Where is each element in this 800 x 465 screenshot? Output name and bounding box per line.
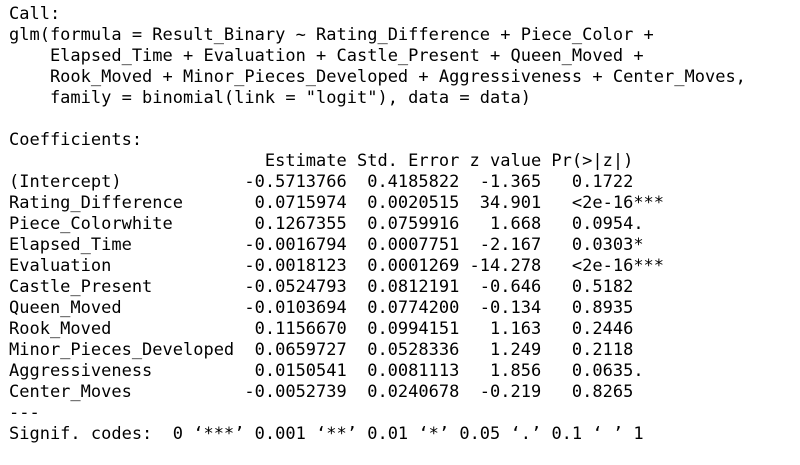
call-formula-line: Rook_Moved + Minor_Pieces_Developed + Ag… bbox=[49, 67, 746, 87]
coef-term: Piece_Colorwhite bbox=[9, 214, 173, 234]
coef-p-value: 0.0635 bbox=[571, 361, 634, 381]
coef-p-value: <2e-16 bbox=[571, 256, 634, 276]
coef-signif-code: * bbox=[633, 235, 644, 255]
coef-p-value: 0.2118 bbox=[571, 340, 634, 360]
coef-signif-code: . bbox=[633, 361, 644, 381]
coef-term: Aggressiveness bbox=[9, 361, 153, 381]
coef-z-value: 1.856 bbox=[490, 361, 542, 381]
coef-estimate: -0.0103694 bbox=[244, 298, 347, 318]
table-row: (Intercept) -0.5713766 0.4185822 -1.365 … bbox=[9, 172, 674, 193]
coef-std-error: 0.0081113 bbox=[367, 361, 460, 381]
coef-signif-code: . bbox=[633, 214, 644, 234]
coef-term: Rating_Difference bbox=[9, 193, 183, 213]
call-formula-line: glm(formula = Result_Binary ~ Rating_Dif… bbox=[9, 25, 654, 45]
coef-signif-code bbox=[633, 340, 674, 361]
coef-p-value: 0.2446 bbox=[571, 319, 634, 339]
coef-z-value: 34.901 bbox=[479, 193, 542, 213]
coef-term: Evaluation bbox=[9, 256, 112, 276]
col-header-std-error: Std. Error bbox=[356, 151, 460, 171]
coef-std-error: 0.0240678 bbox=[367, 382, 460, 402]
coef-estimate: -0.0524793 bbox=[244, 277, 347, 297]
call-section: Call: glm(formula = Result_Binary ~ Rati… bbox=[9, 4, 800, 109]
coef-term: Queen_Moved bbox=[9, 298, 122, 318]
coef-signif-code bbox=[633, 172, 674, 193]
coefficients-table: Estimate Std. Error z value Pr(>|z|) (In… bbox=[9, 151, 674, 403]
coef-estimate: -0.0052739 bbox=[244, 382, 347, 402]
coef-z-value: -14.278 bbox=[469, 256, 542, 276]
coef-z-value: -0.219 bbox=[479, 382, 542, 402]
call-label: Call: bbox=[9, 4, 61, 24]
coef-estimate: -0.0016794 bbox=[244, 235, 347, 255]
coef-p-value: 0.5182 bbox=[571, 277, 634, 297]
coef-std-error: 0.4185822 bbox=[367, 172, 460, 192]
table-row: Elapsed_Time -0.0016794 0.0007751 -2.167… bbox=[9, 235, 674, 256]
coef-std-error: 0.0528336 bbox=[367, 340, 460, 360]
coef-z-value: -0.134 bbox=[479, 298, 542, 318]
coef-estimate: 0.1267355 bbox=[254, 214, 347, 234]
coefficients-section: Coefficients: Estimate Std. Error z valu… bbox=[9, 130, 800, 403]
coef-z-value: 1.249 bbox=[490, 340, 542, 360]
coef-term: Minor_Pieces_Developed bbox=[9, 340, 235, 360]
coef-signif-code bbox=[633, 319, 674, 340]
coef-estimate: 0.0659727 bbox=[254, 340, 347, 360]
coef-signif-code bbox=[633, 298, 674, 319]
coefficients-label: Coefficients: bbox=[9, 130, 143, 150]
coef-std-error: 0.0812191 bbox=[367, 277, 460, 297]
signif-codes-legend: Signif. codes: 0 ‘***’ 0.001 ‘**’ 0.01 ‘… bbox=[9, 424, 644, 444]
coef-z-value: -2.167 bbox=[479, 235, 542, 255]
coef-std-error: 0.0759916 bbox=[367, 214, 460, 234]
call-formula-line: Elapsed_Time + Evaluation + Castle_Prese… bbox=[49, 46, 644, 66]
table-row: Rating_Difference 0.0715974 0.0020515 34… bbox=[9, 193, 674, 214]
coef-z-value: 1.163 bbox=[490, 319, 542, 339]
coef-std-error: 0.0994151 bbox=[367, 319, 460, 339]
coef-std-error: 0.0774200 bbox=[367, 298, 460, 318]
coef-estimate: -0.5713766 bbox=[244, 172, 347, 192]
separator: --- bbox=[9, 403, 40, 423]
col-header-term bbox=[9, 151, 234, 172]
coef-term: Rook_Moved bbox=[9, 319, 112, 339]
coef-estimate: -0.0018123 bbox=[244, 256, 347, 276]
coef-z-value: -1.365 bbox=[479, 172, 542, 192]
table-row: Center_Moves -0.0052739 0.0240678 -0.219… bbox=[9, 382, 674, 403]
table-row: Castle_Present -0.0524793 0.0812191 -0.6… bbox=[9, 277, 674, 298]
coef-signif-code: *** bbox=[633, 256, 665, 276]
col-header-z-value: z value bbox=[469, 151, 542, 171]
table-row: Rook_Moved 0.1156670 0.0994151 1.163 0.2… bbox=[9, 319, 674, 340]
coef-std-error: 0.0007751 bbox=[367, 235, 460, 255]
coef-std-error: 0.0001269 bbox=[367, 256, 460, 276]
table-row: Aggressiveness 0.0150541 0.0081113 1.856… bbox=[9, 361, 674, 382]
coef-std-error: 0.0020515 bbox=[367, 193, 460, 213]
blank-line bbox=[9, 109, 800, 130]
col-header-signif bbox=[633, 151, 674, 172]
coef-p-value: 0.1722 bbox=[571, 172, 634, 192]
table-row: Minor_Pieces_Developed 0.0659727 0.05283… bbox=[9, 340, 674, 361]
coef-p-value: 0.0954 bbox=[571, 214, 634, 234]
coef-estimate: 0.1156670 bbox=[254, 319, 347, 339]
coef-term: (Intercept) bbox=[9, 172, 122, 192]
coef-p-value: 0.8935 bbox=[571, 298, 634, 318]
call-formula-line: family = binomial(link = "logit"), data … bbox=[49, 88, 531, 108]
coef-signif-code: *** bbox=[633, 193, 665, 213]
col-header-p-value: Pr(>|z|) bbox=[551, 151, 634, 171]
coef-p-value: 0.8265 bbox=[571, 382, 634, 402]
coef-estimate: 0.0715974 bbox=[254, 193, 347, 213]
table-header-row: Estimate Std. Error z value Pr(>|z|) bbox=[9, 151, 674, 172]
table-row: Queen_Moved -0.0103694 0.0774200 -0.134 … bbox=[9, 298, 674, 319]
coef-estimate: 0.0150541 bbox=[254, 361, 347, 381]
coef-signif-code bbox=[633, 382, 674, 403]
coef-p-value: 0.0303 bbox=[571, 235, 634, 255]
col-header-estimate: Estimate bbox=[264, 151, 347, 171]
coef-term: Center_Moves bbox=[9, 382, 132, 402]
table-row: Evaluation -0.0018123 0.0001269 -14.278 … bbox=[9, 256, 674, 277]
coef-term: Castle_Present bbox=[9, 277, 153, 297]
coef-p-value: <2e-16 bbox=[571, 193, 634, 213]
coef-term: Elapsed_Time bbox=[9, 235, 132, 255]
coef-z-value: 1.668 bbox=[490, 214, 542, 234]
coef-z-value: -0.646 bbox=[479, 277, 542, 297]
table-row: Piece_Colorwhite 0.1267355 0.0759916 1.6… bbox=[9, 214, 674, 235]
coef-signif-code bbox=[633, 277, 674, 298]
